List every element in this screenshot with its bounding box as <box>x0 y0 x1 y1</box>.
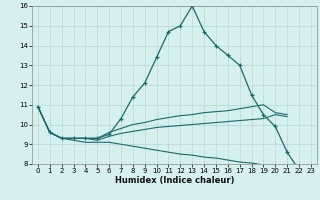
X-axis label: Humidex (Indice chaleur): Humidex (Indice chaleur) <box>115 176 234 185</box>
